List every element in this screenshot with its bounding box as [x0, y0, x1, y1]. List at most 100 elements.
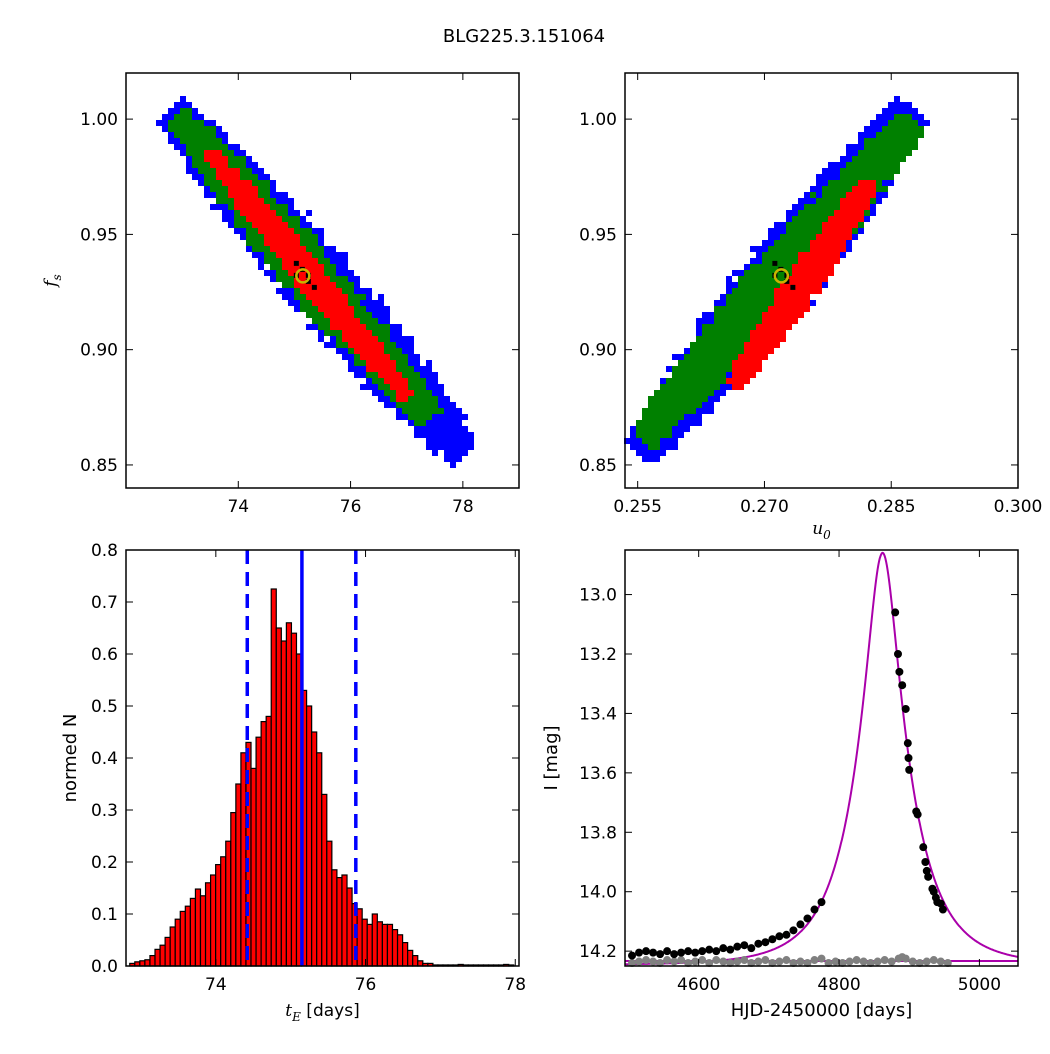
contour-cell-outer — [780, 228, 786, 234]
contour-cell-inner — [336, 312, 342, 318]
contour-cell-mid — [684, 396, 690, 402]
contour-cell-inner — [366, 354, 372, 360]
contour-cell-inner — [804, 276, 810, 282]
contour-cell-mid — [390, 342, 396, 348]
contour-cell-inner — [822, 234, 828, 240]
contour-cell-mid — [228, 150, 234, 156]
contour-cell-mid — [420, 396, 426, 402]
contour-cell-inner — [810, 276, 816, 282]
contour-cell-mid — [900, 132, 906, 138]
data-point — [880, 956, 889, 965]
contour-cell-mid — [216, 192, 222, 198]
figure-title: BLG225.3.151064 — [443, 26, 605, 47]
contour-cell-inner — [324, 282, 330, 288]
data-point — [677, 948, 686, 957]
y-tick-label: 0.85 — [80, 456, 118, 476]
histogram-bar — [159, 944, 166, 967]
contour-cell-outer — [258, 264, 264, 270]
contour-cell-mid — [756, 270, 762, 276]
contour-cell-mid — [738, 294, 744, 300]
contour-cell-mid — [432, 396, 438, 402]
contour-cell-inner — [342, 294, 348, 300]
contour-cell-outer — [288, 294, 294, 300]
contour-cell-mid — [660, 408, 666, 414]
contour-cell-mid — [216, 180, 222, 186]
contour-cell-outer — [228, 144, 234, 150]
contour-cell-mid — [300, 306, 306, 312]
contour-cell-mid — [750, 312, 756, 318]
contour-cell-mid — [708, 354, 714, 360]
contour-cell-mid — [264, 186, 270, 192]
y-tick-label: 0.4 — [91, 749, 118, 769]
contour-cell-outer — [354, 276, 360, 282]
contour-cell-mid — [816, 198, 822, 204]
contour-cell-outer — [702, 312, 708, 318]
contour-cell-mid — [360, 360, 366, 366]
contour-cell-mid — [708, 390, 714, 396]
contour-cell-mid — [744, 276, 750, 282]
contour-cell-outer — [300, 216, 306, 222]
contour-cell-inner — [318, 306, 324, 312]
contour-cell-mid — [408, 396, 414, 402]
contour-cell-inner — [372, 336, 378, 342]
contour-cell-inner — [738, 366, 744, 372]
contour-cell-mid — [876, 168, 882, 174]
contour-cell-inner — [786, 282, 792, 288]
contour-cell-mid — [702, 348, 708, 354]
contour-cell-outer — [180, 144, 186, 150]
contour-cell-outer — [426, 384, 432, 390]
contour-cell-mid — [636, 426, 642, 432]
data-point — [901, 704, 910, 713]
contour-cell-inner — [780, 300, 786, 306]
contour-cell-mid — [258, 234, 264, 240]
contour-cell-mid — [714, 336, 720, 342]
histogram-bar — [285, 622, 293, 967]
contour-cell-mid — [720, 312, 726, 318]
contour-cell-mid — [306, 312, 312, 318]
contour-cell-mid — [180, 108, 186, 114]
contour-cell-mid — [408, 378, 414, 384]
contour-cell-inner — [816, 282, 822, 288]
contour-cell-mid — [276, 204, 282, 210]
contour-cell-outer — [402, 348, 408, 354]
contour-cell-outer — [342, 252, 348, 258]
contour-cell-mid — [168, 120, 174, 126]
contour-cell-inner — [828, 258, 834, 264]
contour-cell-inner — [750, 330, 756, 336]
contour-cell-mid — [768, 276, 774, 282]
contour-cell-outer — [456, 426, 462, 432]
contour-cell-outer — [750, 258, 756, 264]
contour-cell-mid — [672, 390, 678, 396]
data-point — [761, 956, 770, 965]
contour-cell-mid — [198, 138, 204, 144]
contour-cell-inner — [744, 378, 750, 384]
x-tick-label: 78 — [452, 497, 474, 517]
contour-cell-mid — [780, 258, 786, 264]
contour-cell-mid — [732, 342, 738, 348]
contour-cell-inner — [810, 270, 816, 276]
contour-cell-mid — [894, 150, 900, 156]
contour-cell-inner — [282, 228, 288, 234]
contour-cell-outer — [462, 450, 468, 456]
contour-cell-mid — [888, 138, 894, 144]
contour-cell-mid — [702, 354, 708, 360]
contour-cell-inner — [360, 342, 366, 348]
contour-cell-mid — [270, 204, 276, 210]
contour-cell-mid — [726, 342, 732, 348]
contour-cell-outer — [834, 174, 840, 180]
contour-cell-outer — [162, 120, 168, 126]
histogram-bar — [341, 874, 348, 967]
contour-cell-inner — [234, 198, 240, 204]
contour-cell-inner — [798, 288, 804, 294]
contour-cell-mid — [270, 264, 276, 270]
data-point — [656, 950, 665, 959]
contour-cell-inner — [792, 318, 798, 324]
histogram-bar — [376, 921, 383, 967]
contour-cell-mid — [882, 186, 888, 192]
contour-cell-mid — [282, 282, 288, 288]
contour-cell-mid — [648, 402, 654, 408]
contour-cell-mid — [246, 234, 252, 240]
contour-cell-inner — [780, 312, 786, 318]
contour-cell-outer — [300, 222, 306, 228]
contour-cell-mid — [756, 312, 762, 318]
